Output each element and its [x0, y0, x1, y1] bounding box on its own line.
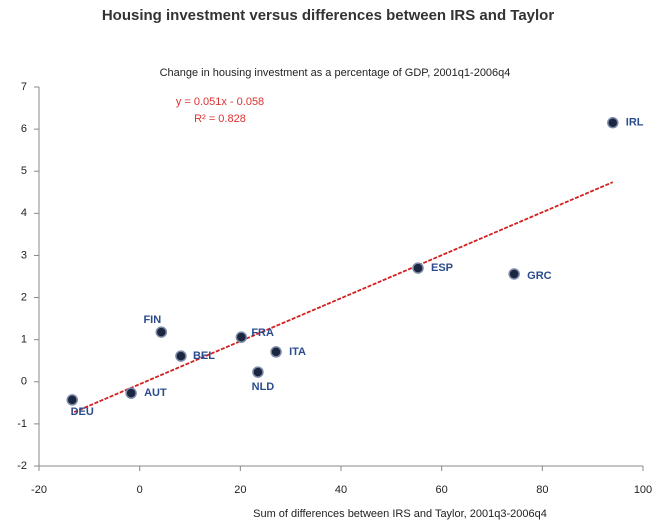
- chart-title: Housing investment versus differences be…: [102, 7, 555, 24]
- point-label: NLD: [252, 381, 275, 393]
- y-tick-label: 1: [21, 334, 27, 346]
- point: [412, 262, 424, 274]
- x-tick-label: 40: [335, 484, 347, 496]
- point: [270, 346, 282, 358]
- y-tick-label: 0: [21, 376, 27, 388]
- annotation: R² = 0.828: [194, 113, 246, 125]
- y-tick-label: 5: [21, 165, 27, 177]
- point: [155, 326, 168, 338]
- point: [607, 117, 619, 129]
- x-tick-label: 60: [436, 484, 448, 496]
- point-label: GRC: [527, 270, 552, 282]
- trendline: [73, 181, 614, 413]
- annotation: y = 0.051x - 0.058: [176, 96, 264, 108]
- point-label: AUT: [144, 387, 167, 399]
- x-tick-label: -20: [31, 484, 47, 496]
- point-label: IRL: [626, 117, 644, 129]
- point: [66, 394, 78, 406]
- point-label: ESP: [431, 262, 453, 274]
- y-tick-label: 6: [21, 123, 27, 135]
- point-label: BEL: [193, 350, 215, 362]
- y-tick-label: 3: [21, 249, 27, 261]
- point-label: FIN: [143, 314, 161, 326]
- y-tick-label: 4: [21, 207, 27, 219]
- point: [252, 366, 264, 378]
- point-label: DEU: [71, 406, 94, 418]
- x-axis-label: Sum of differences between IRS and Taylo…: [253, 508, 547, 520]
- y-tick-label: 2: [21, 291, 27, 303]
- point: [125, 387, 137, 399]
- y-tick-label: -2: [17, 460, 27, 472]
- chart-subtitle: Change in housing investment as a percen…: [160, 67, 511, 79]
- point-label: ITA: [289, 346, 306, 358]
- x-tick-label: 100: [634, 484, 652, 496]
- point-label: FRA: [251, 327, 274, 339]
- x-tick-label: 0: [137, 484, 143, 496]
- point: [508, 268, 520, 280]
- y-tick-label: 7: [21, 81, 27, 93]
- x-tick-label: 20: [234, 484, 246, 496]
- point: [235, 331, 248, 343]
- y-tick-label: -1: [17, 418, 27, 430]
- x-tick-label: 80: [536, 484, 548, 496]
- point: [175, 350, 187, 362]
